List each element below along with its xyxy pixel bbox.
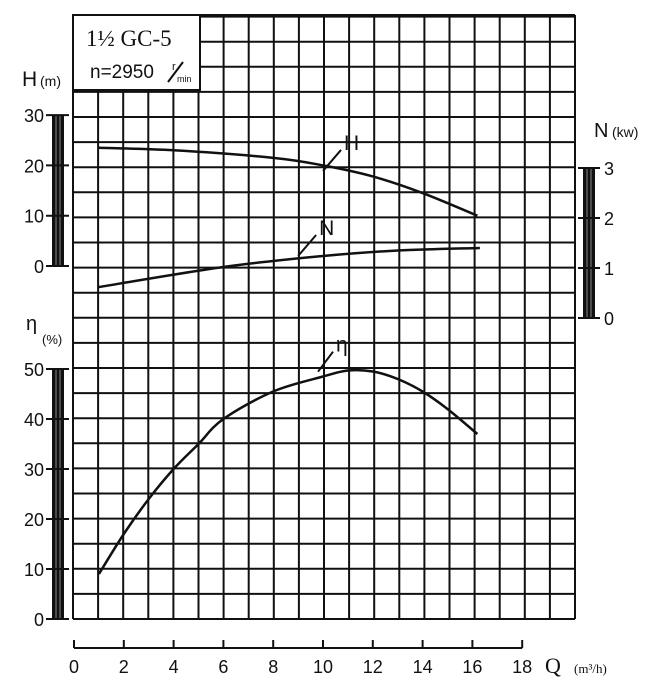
curve-N [98,246,480,289]
eta-axis-tick-label: 20 [24,510,44,530]
curve-leader-H [322,149,342,172]
title-box [72,14,201,91]
x-axis-tick-label: 18 [512,657,532,677]
x-axis-tick-label: 2 [119,657,129,677]
curve-leader-N [297,234,317,257]
curve-H [98,146,478,217]
n-axis-tick-label: 1 [604,259,614,279]
x-axis-tick-label: 0 [69,657,79,677]
curve-label-N: N [319,217,334,240]
h-axis-tick-label: 30 [24,106,44,126]
curve-eta [97,368,479,575]
curve-label-eta: η [336,334,348,357]
eta-axis-tick-label: 0 [34,610,44,630]
x-axis-label: Q [545,653,561,678]
x-axis-tick-label: 10 [313,657,333,677]
eta-axis-tick-label: 40 [24,410,44,430]
eta-axis-tick-label: 30 [24,460,44,480]
eta-axis-label: η [26,313,37,335]
h-axis-bar [52,115,64,266]
speed-unit-slash [167,61,184,83]
x-axis-tick-label: 4 [169,657,179,677]
x-axis-unit: (m³/h) [574,661,607,676]
h-axis-unit: (m) [40,73,61,89]
x-axis-tick-label: 14 [413,657,433,677]
h-axis-tick-label: 0 [34,257,44,277]
eta-axis-tick-label: 50 [24,360,44,380]
n-axis-unit: (kw) [612,124,638,140]
n-axis-bar [583,168,595,318]
n-axis-tick-label: 2 [604,209,614,229]
x-axis-tick-label: 12 [363,657,383,677]
eta-axis-unit: (%) [42,332,62,347]
n-axis-tick-label: 0 [604,309,614,329]
x-axis-tick-label: 8 [268,657,278,677]
eta-axis-bar [52,369,64,619]
h-axis-tick-label: 10 [24,207,44,227]
speed-label: n=2950 [90,62,154,83]
h-axis-tick-label: 20 [24,156,44,176]
speed-unit-top: r [172,61,176,73]
x-axis-tick-label: 6 [218,657,228,677]
curve-leader-eta [317,351,334,373]
chart-title: 1½ GC-5 [86,26,172,51]
h-axis-label: H [22,68,37,91]
curve-label-H: H [344,132,359,155]
speed-unit-bottom: min [177,74,192,84]
eta-axis-tick-label: 10 [24,560,44,580]
x-axis-tick-label: 16 [462,657,482,677]
n-axis-tick-label: 3 [604,159,614,179]
n-axis-label: N [594,120,608,142]
